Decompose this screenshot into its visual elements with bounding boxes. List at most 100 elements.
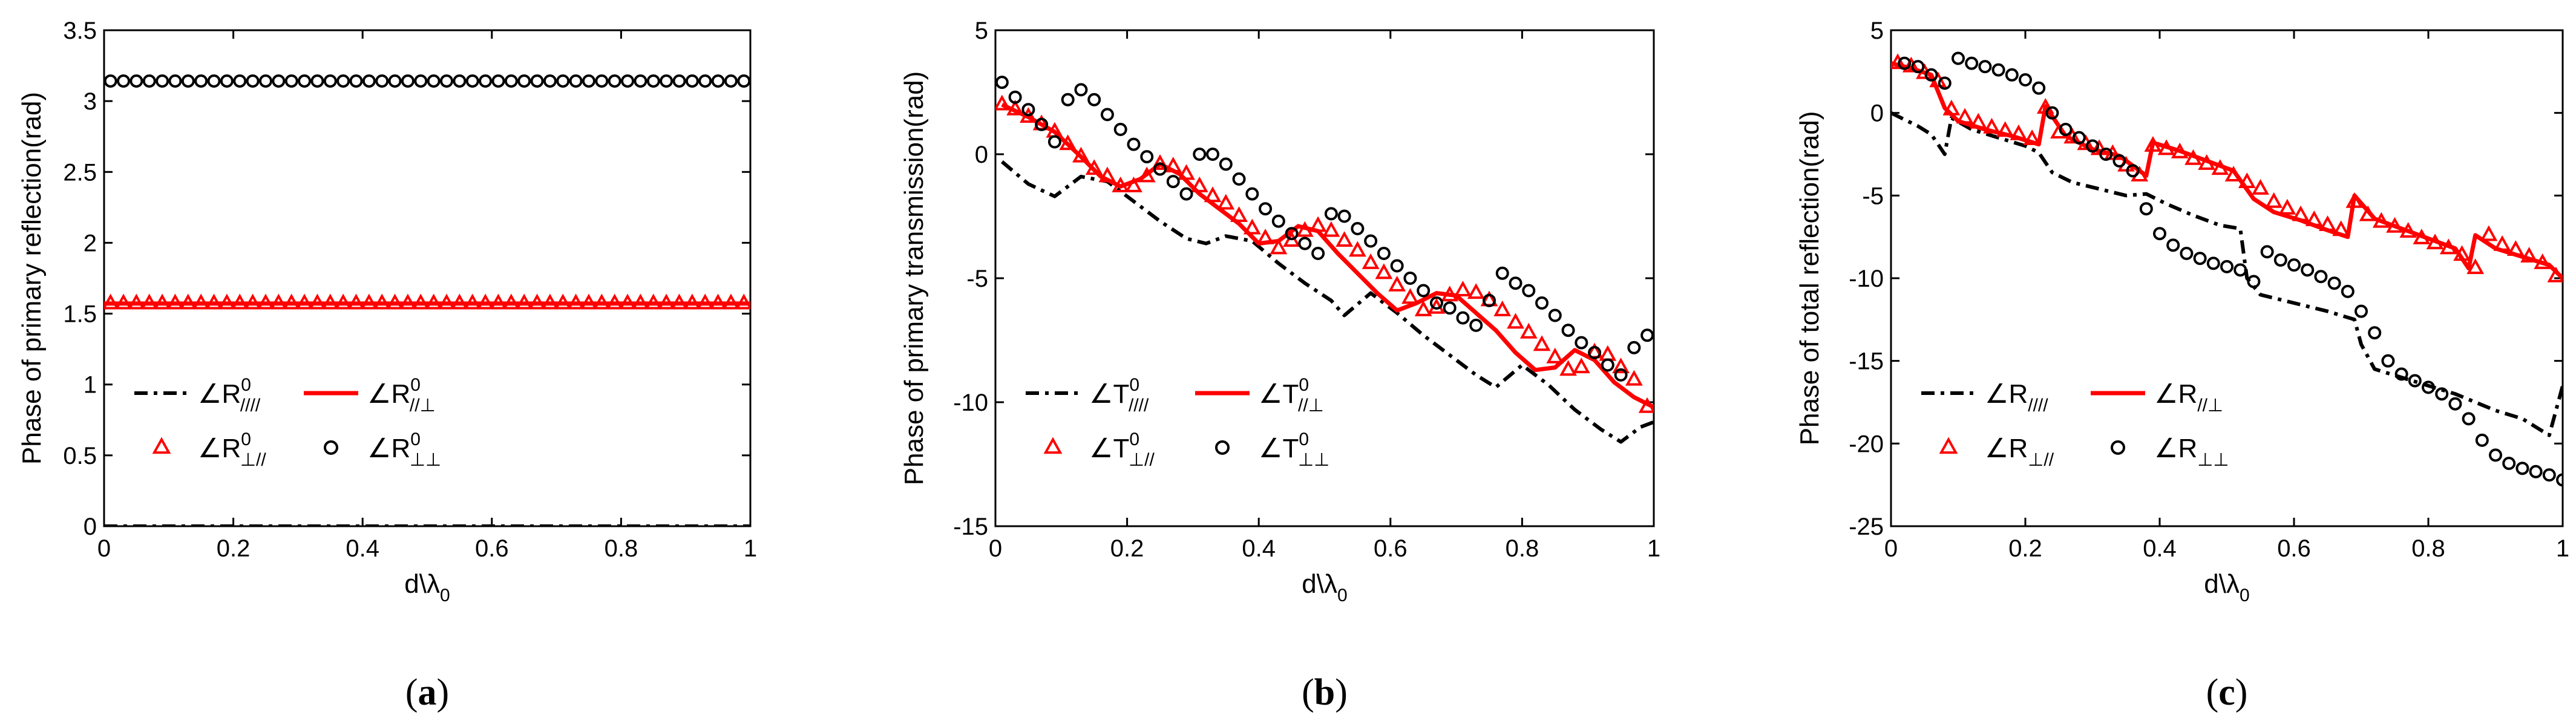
triangle-marker — [1546, 347, 1564, 364]
triangle-marker — [2252, 179, 2269, 195]
circle-marker — [1561, 324, 1575, 337]
circle-marker — [2126, 164, 2140, 178]
triangle-marker — [1388, 275, 1406, 292]
triangle-marker — [2023, 129, 2041, 145]
triangle-marker — [411, 293, 430, 310]
triangle-marker — [2090, 139, 2108, 155]
triangle-marker — [1243, 218, 1261, 235]
circle-marker — [1483, 293, 1496, 307]
circle-marker — [2327, 276, 2341, 290]
triangle-marker — [1441, 285, 1459, 302]
x-axis-label: d\λ0 — [1302, 569, 1347, 605]
data-layer — [995, 76, 1654, 444]
panel-a: 0 0.2 0.4 0.6 0.8 1 0 0.5 1 1.5 2 2.5 3 3.5 d\λ0 Phase … — [17, 18, 757, 713]
circle-marker — [1377, 247, 1391, 260]
circle-marker — [2462, 412, 2476, 426]
legend-label: ∠T0//⊥ — [1259, 375, 1324, 416]
triangle-marker — [2359, 205, 2377, 221]
triangle-marker — [683, 293, 701, 310]
circle-marker — [259, 74, 272, 88]
triangle-marker — [709, 293, 727, 310]
circle-marker — [530, 74, 544, 88]
circle-marker — [1206, 148, 1220, 161]
triangle-marker — [1125, 176, 1142, 192]
triangle-marker — [2171, 142, 2189, 158]
triangle-marker — [231, 293, 249, 310]
circle-marker — [2515, 461, 2529, 475]
triangle-marker — [373, 293, 391, 310]
triangle-marker — [2224, 166, 2243, 182]
circle-marker — [517, 74, 531, 88]
y-tick-label: -5 — [1862, 183, 1884, 209]
circle-marker — [2489, 448, 2502, 462]
triangle-marker — [1362, 253, 1380, 269]
y-tick-label: -20 — [1849, 431, 1884, 457]
circle-marker — [1911, 60, 1925, 74]
circle-marker — [1259, 202, 1273, 216]
circle-marker — [711, 74, 725, 88]
circle-marker — [2502, 457, 2516, 471]
circle-marker — [1100, 108, 1114, 122]
panel-c: 0 0.2 0.4 0.6 0.8 1 -25 -20 -15 -10 -5 0 5 d\λ0 Phase … — [1795, 18, 2569, 713]
triangle-marker — [2453, 245, 2471, 261]
circle-marker — [1614, 368, 1628, 382]
panel-b: 0 0.2 0.4 0.6 0.8 1 -15 -10 -5 0 5 d\λ0 Phase of pri… — [899, 18, 1660, 713]
circle-marker — [298, 74, 312, 88]
triangle-marker — [2493, 235, 2511, 251]
triangle-marker — [1519, 322, 1538, 339]
circle-marker — [453, 74, 467, 88]
x-tick-label: 0.4 — [1242, 535, 1276, 562]
triangle-marker — [567, 293, 585, 310]
circle-marker — [156, 74, 169, 88]
triangle-marker — [1638, 397, 1654, 413]
triangle-marker — [347, 293, 365, 310]
legend-label: ∠R//// — [1985, 379, 2048, 416]
circle-marker — [621, 74, 635, 88]
triangle-marker — [386, 293, 404, 310]
circle-marker — [104, 74, 117, 88]
triangle-marker — [1112, 176, 1130, 192]
triangle-marker — [592, 293, 611, 310]
triangle-marker — [670, 293, 688, 310]
triangle-marker — [1322, 221, 1340, 237]
x-tick-label: 0.2 — [217, 535, 251, 562]
triangle-marker — [425, 293, 443, 310]
triangle-marker — [269, 293, 287, 310]
circle-marker — [504, 74, 518, 88]
triangle-marker — [1983, 117, 2001, 134]
triangle-marker — [244, 293, 262, 310]
triangle-marker — [528, 293, 546, 310]
triangle-marker — [218, 293, 236, 310]
triangle-marker — [632, 293, 649, 310]
circle-marker — [698, 74, 712, 88]
circle-marker — [1443, 301, 1457, 315]
circle-marker — [1469, 318, 1483, 332]
triangle-marker — [1217, 194, 1235, 210]
triangle-marker — [2292, 205, 2310, 221]
circle-marker — [1219, 157, 1233, 171]
triangle-marker — [1349, 241, 1366, 257]
x-tick-label: 1 — [2556, 535, 2569, 562]
x-tick-label: 0.8 — [2411, 535, 2445, 562]
y-axis-label: Phase of total reflection(rad) — [1795, 111, 1824, 446]
triangle-marker — [2439, 238, 2457, 255]
triangle-marker — [1533, 335, 1551, 351]
triangle-marker — [1006, 99, 1024, 116]
y-tick-label: 3.5 — [63, 18, 97, 44]
triangle-marker — [2413, 229, 2431, 244]
circle-marker — [2153, 227, 2166, 241]
circle-marker — [2529, 465, 2543, 478]
circle-marker — [1640, 328, 1654, 342]
circle-marker — [1575, 336, 1588, 350]
circle-marker — [1495, 266, 1509, 280]
triangle-marker — [2063, 128, 2082, 144]
circle-marker — [1509, 276, 1522, 290]
triangle-marker — [438, 293, 456, 310]
triangle-marker — [1467, 283, 1485, 299]
circle-marker — [1127, 137, 1141, 151]
x-tick-label: 0.6 — [1374, 535, 1408, 562]
triangle-marker — [2547, 266, 2563, 282]
circle-marker — [1364, 234, 1378, 248]
triangle-marker — [1020, 107, 1037, 123]
circle-marker — [336, 74, 350, 88]
